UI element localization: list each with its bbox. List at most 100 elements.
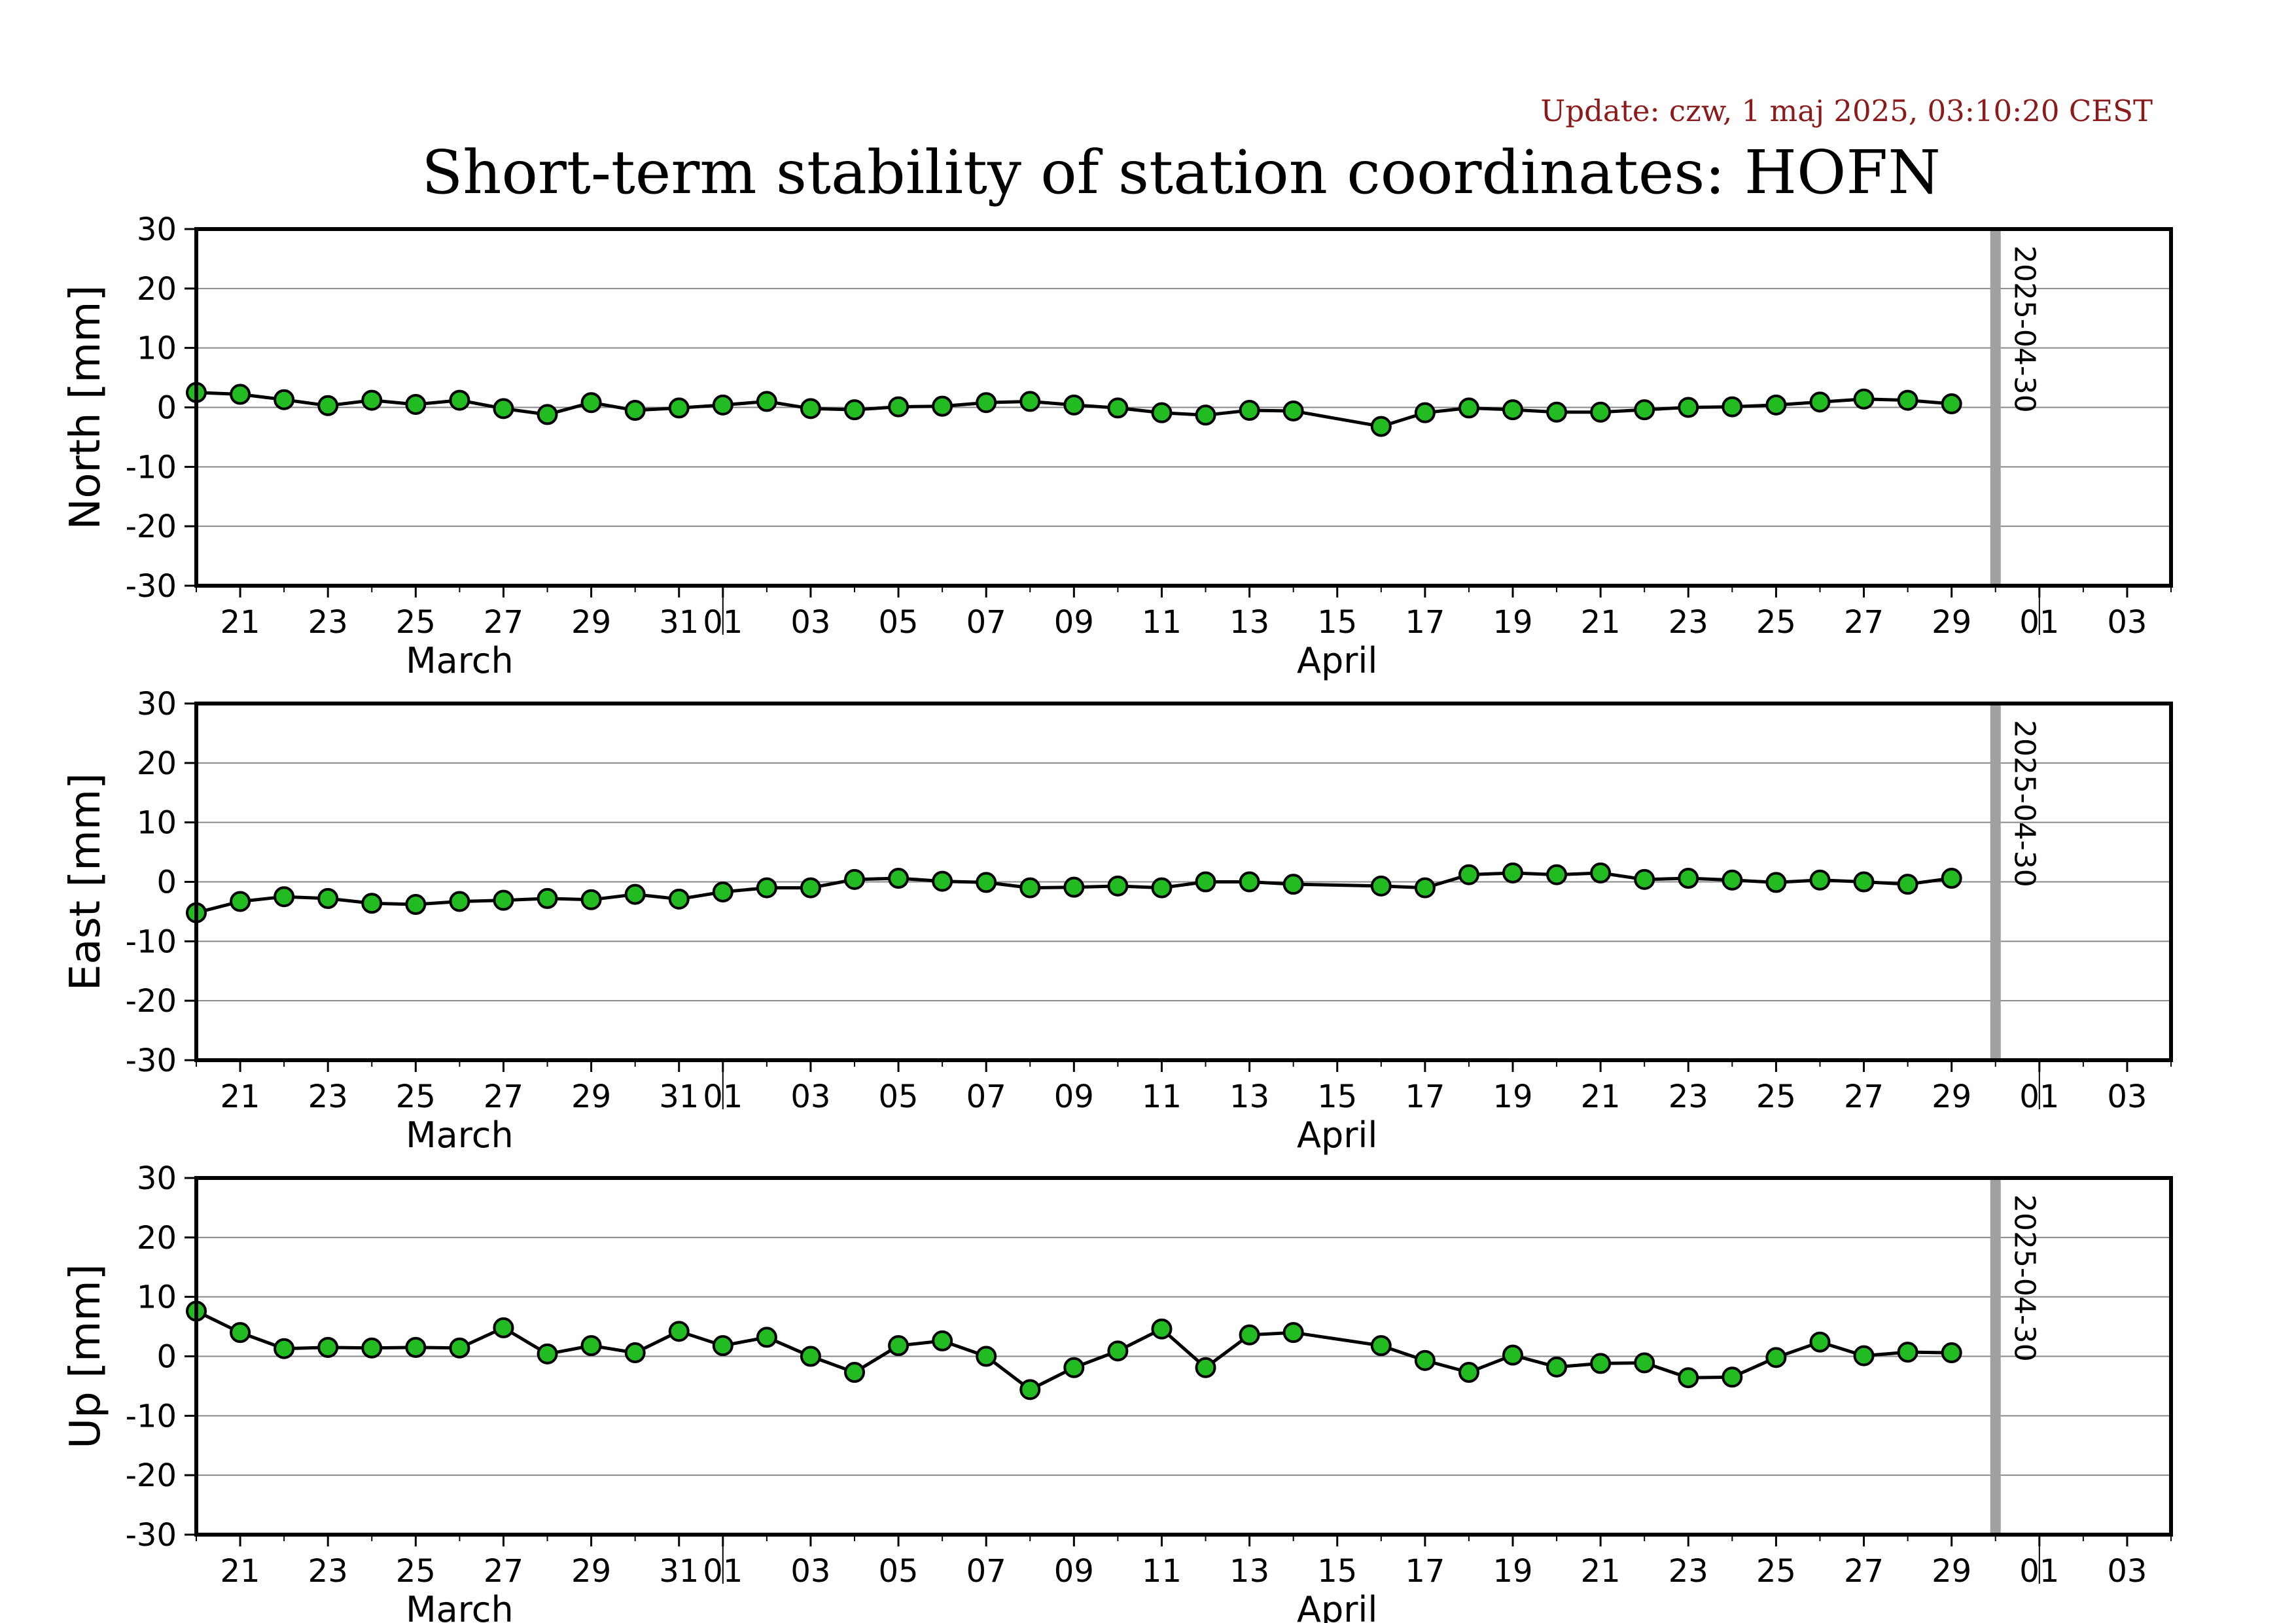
x-tick-label: 19	[1492, 1553, 1532, 1590]
x-tick-label: 21	[1581, 1079, 1621, 1115]
x-tick-label: 05	[879, 604, 919, 641]
x-tick-label: 29	[1932, 1079, 1971, 1115]
data-point	[1151, 877, 1173, 899]
data-point	[361, 389, 383, 411]
data-point	[1809, 1331, 1831, 1353]
x-tick-label: 23	[1669, 604, 1708, 641]
data-point	[449, 389, 470, 411]
data-point	[449, 891, 470, 912]
data-point	[274, 389, 295, 410]
x-tick-label: 21	[221, 1553, 260, 1590]
y-tick-label: -30	[126, 1517, 177, 1554]
x-tick-label: 23	[1669, 1553, 1708, 1590]
x-tick-label: 07	[966, 604, 1006, 641]
data-point	[317, 395, 339, 416]
x-tick-label: 19	[1492, 1079, 1532, 1115]
x-tick-label: 21	[221, 1079, 260, 1115]
data-point	[624, 400, 646, 421]
data-point	[1019, 391, 1041, 412]
data-point	[1634, 399, 1655, 421]
data-point	[1722, 869, 1743, 891]
data-point	[317, 1336, 339, 1358]
y-tick-label: -20	[126, 983, 177, 1020]
data-point	[1151, 402, 1173, 423]
x-tick-label: 03	[2107, 1553, 2147, 1590]
panel-east: 2025-04-30 30 20 10 0 -10 -20 -30 East [mm] 21 23 2…	[62, 686, 2173, 1156]
data-point	[1414, 1349, 1436, 1371]
data-point	[1809, 869, 1831, 891]
y-tick-label: -20	[126, 1457, 177, 1494]
y-tick-label: -10	[126, 1398, 177, 1435]
x-tick-label: 03	[790, 1079, 830, 1115]
data-point	[493, 398, 514, 419]
x-tick-label: 25	[1756, 1079, 1796, 1115]
data-point	[1634, 868, 1655, 890]
data-point	[449, 1337, 470, 1359]
x-tick-label: 13	[1229, 1079, 1269, 1115]
data-point	[1414, 402, 1436, 423]
data-point	[1546, 1356, 1568, 1378]
x-tick-label: 31	[659, 1553, 699, 1590]
data-point	[1941, 393, 1962, 415]
y-tick-label: -30	[126, 1043, 177, 1079]
y-tick-label: -10	[126, 923, 177, 960]
data-point	[1853, 871, 1875, 893]
data-point	[274, 886, 295, 908]
data-point	[1107, 1340, 1129, 1362]
panel-north: 2025-04-30 30 20 10 0 -10 -20 -30 North [mm] 21 23…	[62, 211, 2173, 681]
data-point	[1722, 396, 1743, 418]
x-tick-label: 25	[396, 1553, 436, 1590]
data-point	[1458, 864, 1479, 885]
y-tick-label: 30	[137, 1160, 177, 1197]
data-point	[1853, 388, 1875, 410]
data-point	[580, 889, 602, 910]
x-tick-label: 07	[966, 1079, 1006, 1115]
x-tick-label: 09	[1054, 1553, 1094, 1590]
data-point	[1195, 1357, 1216, 1378]
y-tick-label: 20	[137, 745, 177, 782]
data-point	[1063, 394, 1085, 416]
x-tick-label: 25	[1756, 1553, 1796, 1590]
data-point	[405, 393, 427, 415]
data-point	[1063, 1357, 1085, 1378]
data-point	[1765, 872, 1787, 893]
y-axis-title: East [mm]	[62, 773, 110, 991]
y-tick-label: 30	[137, 686, 177, 722]
date-marker-label: 2025-04-30	[2008, 720, 2041, 887]
x-tick-label: 25	[396, 604, 436, 641]
month-label: April	[1297, 640, 1377, 681]
y-tick-label: 0	[156, 1339, 177, 1376]
data-point	[1239, 400, 1260, 421]
data-point	[1590, 401, 1612, 423]
data-point	[712, 881, 733, 902]
y-axis-title: North [mm]	[62, 285, 110, 530]
data-point	[274, 1338, 295, 1359]
y-tick-label: 20	[137, 271, 177, 308]
data-point	[230, 891, 251, 912]
data-point	[1107, 875, 1129, 897]
data-point	[932, 870, 953, 892]
data-point	[1019, 1379, 1041, 1400]
x-tick-label: 25	[396, 1079, 436, 1115]
series-line	[196, 391, 1952, 429]
x-tick-label: 13	[1229, 604, 1269, 641]
data-point	[580, 392, 602, 414]
series-line	[195, 1310, 1952, 1392]
data-point	[668, 397, 690, 419]
data-point	[888, 1335, 910, 1357]
y-tick-label: 10	[137, 1279, 177, 1316]
x-tick-label: 15	[1317, 1553, 1357, 1590]
x-tick-label: 23	[308, 604, 348, 641]
x-tick-label: 11	[1142, 604, 1182, 641]
month-label: March	[406, 1115, 514, 1156]
data-point	[1414, 877, 1436, 899]
data-point	[1765, 394, 1787, 416]
x-tick-label: 17	[1405, 1553, 1445, 1590]
x-tick-label: 17	[1405, 604, 1445, 641]
x-tick-label: 25	[1756, 604, 1796, 641]
x-tick-label: 29	[1932, 1553, 1971, 1590]
y-tick-label: 10	[137, 805, 177, 842]
chart-title: Short-term stability of station coordina…	[421, 137, 1941, 207]
y-tick-label: 30	[137, 211, 177, 248]
